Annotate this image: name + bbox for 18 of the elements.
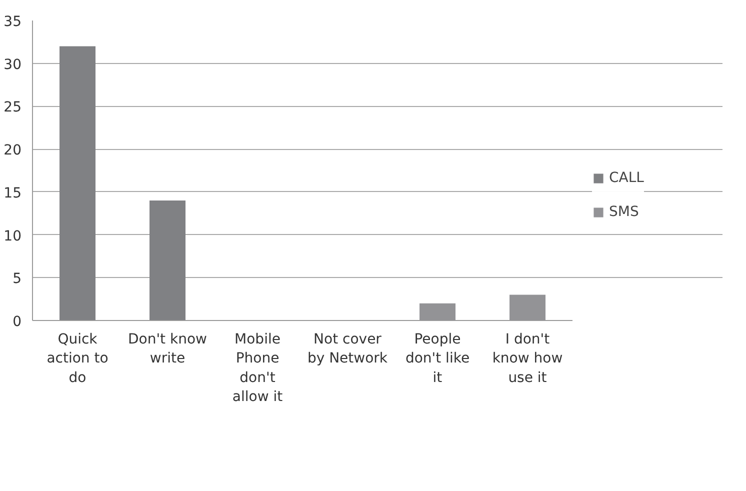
x-tick-label: I don't know how use it [492, 332, 563, 386]
legend-label: CALL [609, 170, 644, 186]
x-tick-label: People don't like it [405, 332, 470, 386]
y-tick-label: 20 [4, 142, 22, 159]
bar [150, 200, 186, 320]
y-tick-label: 10 [4, 228, 22, 244]
x-tick-label: Don't know write [128, 332, 208, 367]
y-tick-label: 30 [4, 56, 22, 73]
legend-label: SMS [609, 204, 639, 220]
bar [60, 46, 96, 320]
y-tick-label: 25 [4, 100, 22, 116]
y-tick-label: 5 [12, 271, 22, 288]
y-tick-label: 15 [4, 185, 22, 202]
y-tick-label: 0 [12, 314, 22, 330]
x-tick-label: Mobile Phone don't allow it [232, 332, 284, 406]
x-tick-label: Quick action to do [46, 332, 108, 386]
y-tick-label: 35 [4, 14, 22, 30]
x-tick-label: Not cover by Network [307, 332, 388, 367]
